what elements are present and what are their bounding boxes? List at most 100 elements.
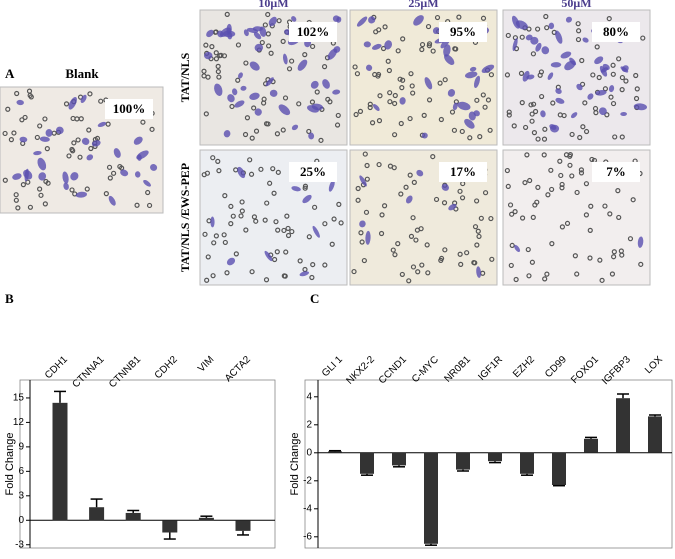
pore bbox=[579, 81, 586, 87]
pore bbox=[22, 114, 28, 121]
pore bbox=[77, 154, 83, 160]
pore bbox=[363, 209, 370, 215]
pore bbox=[457, 251, 463, 257]
pore bbox=[403, 184, 409, 190]
cell bbox=[246, 27, 259, 34]
pore bbox=[276, 18, 282, 24]
pore bbox=[441, 200, 448, 206]
y-axis-title: Fold Change bbox=[289, 433, 301, 496]
category-label: FOXO1 bbox=[569, 354, 601, 386]
cell bbox=[308, 132, 315, 140]
pore bbox=[98, 98, 104, 104]
pore bbox=[488, 72, 495, 78]
pore bbox=[534, 199, 540, 205]
pore bbox=[530, 214, 536, 220]
pore bbox=[582, 100, 588, 106]
bar bbox=[520, 452, 534, 474]
pore bbox=[215, 158, 221, 164]
pore bbox=[251, 105, 257, 111]
pore bbox=[459, 128, 465, 135]
cell bbox=[249, 61, 260, 71]
pore bbox=[221, 232, 227, 238]
pore bbox=[336, 201, 342, 207]
percent-box bbox=[592, 22, 640, 42]
pore bbox=[419, 46, 425, 53]
percent-label: 80% bbox=[603, 24, 629, 39]
pore bbox=[616, 214, 622, 221]
pore bbox=[378, 230, 385, 237]
cell bbox=[249, 92, 260, 101]
pore bbox=[544, 271, 550, 277]
bar bbox=[552, 452, 566, 485]
cell bbox=[238, 72, 243, 79]
pore bbox=[318, 137, 324, 143]
pore bbox=[103, 191, 109, 197]
cell bbox=[299, 271, 310, 277]
pore bbox=[578, 167, 585, 173]
pore bbox=[399, 85, 405, 91]
cell bbox=[113, 148, 121, 158]
cell bbox=[91, 140, 101, 147]
pore bbox=[508, 262, 514, 269]
pore bbox=[607, 211, 613, 217]
pore bbox=[588, 203, 594, 209]
cell bbox=[405, 195, 413, 204]
y-tick-label: 0 bbox=[306, 447, 312, 458]
cell bbox=[363, 41, 371, 48]
pore bbox=[592, 105, 599, 112]
pore bbox=[353, 111, 359, 118]
cell bbox=[512, 38, 518, 52]
pore bbox=[149, 126, 155, 132]
pore bbox=[306, 128, 312, 135]
pore bbox=[505, 183, 511, 190]
cell bbox=[547, 72, 554, 80]
pore bbox=[239, 208, 245, 214]
cell bbox=[322, 79, 330, 89]
cell bbox=[608, 85, 615, 93]
pore bbox=[580, 124, 586, 130]
pore bbox=[25, 179, 31, 185]
pore bbox=[272, 256, 278, 263]
pore bbox=[464, 250, 470, 256]
pore bbox=[415, 269, 421, 275]
pore bbox=[424, 242, 430, 248]
pore bbox=[590, 72, 596, 78]
pore bbox=[407, 172, 413, 178]
cell bbox=[424, 77, 433, 90]
cell bbox=[359, 220, 366, 228]
pore bbox=[314, 89, 320, 95]
pore bbox=[306, 234, 312, 240]
pore bbox=[505, 32, 511, 39]
pore bbox=[392, 252, 398, 258]
pore bbox=[485, 97, 492, 103]
cell bbox=[254, 43, 264, 52]
pore bbox=[146, 202, 153, 209]
cell bbox=[210, 216, 215, 228]
pore bbox=[379, 212, 385, 218]
pore bbox=[13, 192, 19, 198]
pore bbox=[355, 185, 361, 192]
pore bbox=[203, 111, 209, 117]
pore bbox=[575, 36, 582, 43]
pore bbox=[263, 277, 270, 283]
pore bbox=[633, 72, 639, 79]
pore bbox=[134, 202, 140, 208]
pore bbox=[204, 277, 210, 283]
y-tick-label: 9 bbox=[18, 442, 24, 453]
pore bbox=[594, 44, 600, 50]
cell bbox=[268, 16, 277, 27]
column-label: 50μM bbox=[561, 0, 591, 10]
pore bbox=[238, 213, 244, 219]
pore bbox=[504, 167, 510, 174]
pore bbox=[387, 163, 394, 169]
pore bbox=[302, 185, 308, 191]
pore bbox=[567, 162, 573, 168]
pore bbox=[105, 121, 111, 127]
pore bbox=[529, 259, 536, 265]
cell bbox=[469, 66, 477, 72]
percent-label: 17% bbox=[450, 164, 476, 179]
percent-label: 95% bbox=[450, 24, 476, 39]
cell bbox=[240, 85, 247, 91]
cell bbox=[365, 64, 373, 71]
pore bbox=[421, 112, 427, 119]
